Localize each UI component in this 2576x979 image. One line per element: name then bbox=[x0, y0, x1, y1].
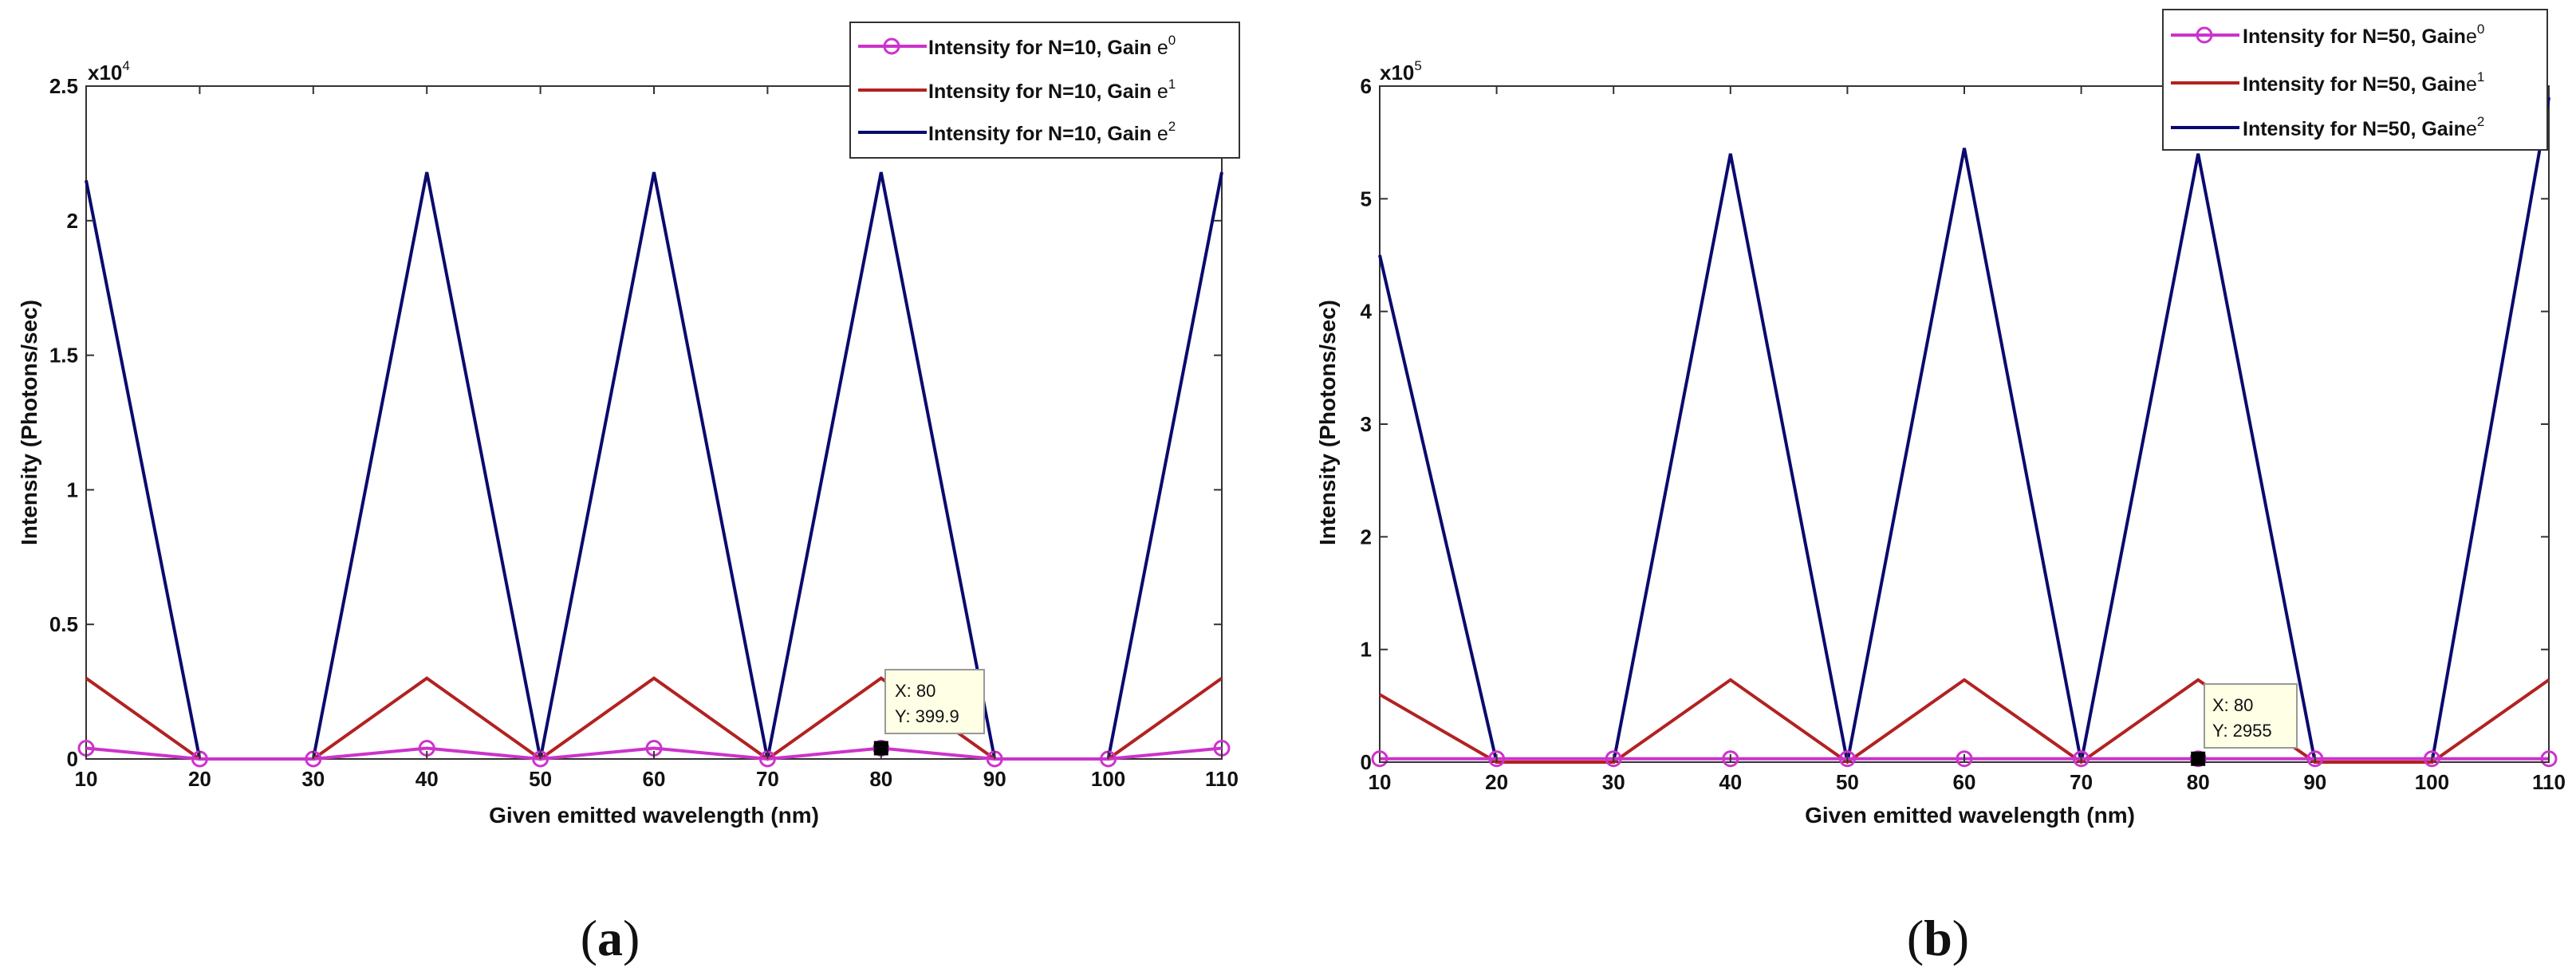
x-tick-label-a-7: 80 bbox=[869, 767, 892, 791]
series-point-b-0-6 bbox=[2073, 750, 2090, 768]
x-tick-label-b-0: 10 bbox=[1369, 770, 1392, 794]
y-tick-label-b-0: 0 bbox=[1361, 750, 1372, 774]
x-axis-label-a: Given emitted wavelength (nm) bbox=[489, 803, 819, 828]
x-tick-label-a-10: 110 bbox=[1205, 767, 1239, 791]
series-point-b-0-10 bbox=[2540, 750, 2558, 768]
legend-entry-a-1: Intensity for N=10, Gain e1 bbox=[858, 77, 1176, 103]
legend-entry-b-1: Intensity for N=50, Gaine1 bbox=[2171, 69, 2484, 96]
legend-marker-b-0 bbox=[2196, 26, 2213, 44]
y-tick-label-b-2: 2 bbox=[1361, 525, 1372, 548]
legend-entry-b-0: Intensity for N=50, Gaine0 bbox=[2171, 22, 2484, 48]
series-line-a-0 bbox=[85, 746, 1223, 761]
y-tick-label-b-3: 3 bbox=[1361, 412, 1372, 436]
series-point-b-0-2 bbox=[1605, 750, 1622, 768]
x-tick-label-b-4: 50 bbox=[1836, 770, 1859, 794]
legend-marker-a-0 bbox=[883, 37, 900, 55]
y-tick-label-a-5: 2.5 bbox=[49, 74, 78, 98]
datatip-marker-a bbox=[873, 741, 888, 756]
legend-label-a-2: Intensity for N=10, Gain e2 bbox=[928, 119, 1176, 145]
legend-entry-a-2: Intensity for N=10, Gain e2 bbox=[858, 119, 1176, 145]
legend-label-b-2: Intensity for N=50, Gaine2 bbox=[2243, 114, 2484, 140]
legend-label-a-1: Intensity for N=10, Gain e1 bbox=[928, 77, 1176, 103]
series-point-b-0-9 bbox=[2423, 750, 2440, 768]
datatip-x-a: X: 80 bbox=[895, 681, 935, 701]
x-tick-label-a-1: 20 bbox=[188, 767, 211, 791]
tick-group-b: 10 20 30 40 50 60 70 80 90 100 110 0 1 2 3 4 5 6 bbox=[1361, 74, 2566, 794]
y-tick-label-a-0: 0 bbox=[67, 747, 78, 771]
legend-label-b-0: Intensity for N=50, Gaine0 bbox=[2243, 22, 2484, 48]
x-tick-label-a-3: 40 bbox=[416, 767, 439, 791]
plot-area-a bbox=[85, 85, 1223, 760]
legend-label-a-0: Intensity for N=10, Gain e0 bbox=[928, 33, 1176, 59]
datatip-box-b bbox=[2204, 683, 2298, 749]
series-point-b-0-5 bbox=[1956, 750, 1973, 768]
datatip-a[interactable]: X: 80 Y: 399.9 bbox=[873, 669, 985, 756]
datatip-box-a bbox=[884, 669, 985, 734]
y-tick-label-b-5: 5 bbox=[1361, 187, 1372, 210]
y-multiplier-b: x105 bbox=[1380, 58, 1422, 85]
panel-label-a: (a) bbox=[581, 910, 640, 966]
y-tick-label-a-2: 1 bbox=[67, 478, 78, 501]
y-axis-label-b: Intensity (Photons/sec) bbox=[1315, 300, 1340, 545]
datatip-marker-b bbox=[2191, 751, 2206, 766]
legend-label-b-1: Intensity for N=50, Gaine1 bbox=[2243, 69, 2484, 96]
x-tick-label-a-9: 100 bbox=[1091, 767, 1125, 791]
y-tick-label-b-6: 6 bbox=[1361, 74, 1372, 98]
legend-b: Intensity for N=50, Gaine0 Intensity for… bbox=[2162, 9, 2548, 151]
series-point-b-0-8 bbox=[2306, 750, 2324, 768]
x-axis-label-b: Given emitted wavelength (nm) bbox=[1805, 803, 2135, 828]
y-tick-label-b-1: 1 bbox=[1361, 638, 1372, 662]
datatip-y-a: Y: 399.9 bbox=[895, 706, 959, 726]
legend-a: Intensity for N=10, Gain e0 Intensity fo… bbox=[849, 22, 1240, 159]
chart-panel-a: 10 20 30 40 50 60 70 80 90 100 110 0 0.5 1 1.5 2 2.5 x10… bbox=[17, 22, 1240, 966]
y-tick-label-a-1: 0.5 bbox=[49, 612, 78, 636]
y-tick-label-b-4: 4 bbox=[1361, 300, 1373, 324]
plot-area-b bbox=[1379, 85, 2550, 763]
tick-group-a: 10 20 30 40 50 60 70 80 90 100 110 0 0.5 1 1.5 2 2.5 bbox=[49, 74, 1239, 791]
x-tick-label-a-0: 10 bbox=[75, 767, 98, 791]
x-tick-label-a-2: 30 bbox=[301, 767, 325, 791]
x-tick-label-b-7: 80 bbox=[2187, 770, 2210, 794]
y-tick-label-a-3: 1.5 bbox=[49, 344, 78, 368]
x-tick-label-b-3: 40 bbox=[1719, 770, 1742, 794]
x-tick-label-b-6: 70 bbox=[2070, 770, 2093, 794]
panel-label-b: (b) bbox=[1907, 910, 1969, 966]
series-point-b-0-1 bbox=[1488, 750, 1506, 768]
x-tick-label-b-1: 20 bbox=[1485, 770, 1508, 794]
x-tick-label-b-9: 100 bbox=[2415, 770, 2449, 794]
series-line-b-1 bbox=[1378, 678, 2550, 765]
datatip-b[interactable]: X: 80 Y: 2955 bbox=[2191, 683, 2298, 766]
x-tick-label-a-8: 90 bbox=[983, 767, 1006, 791]
x-tick-label-b-5: 60 bbox=[1953, 770, 1976, 794]
series-point-b-0-0 bbox=[1371, 750, 1388, 768]
y-axis-label-a: Intensity (Photons/sec) bbox=[17, 300, 41, 545]
x-tick-label-b-10: 110 bbox=[2532, 770, 2566, 794]
legend-entry-b-2: Intensity for N=50, Gaine2 bbox=[2171, 114, 2484, 140]
x-tick-label-b-2: 30 bbox=[1602, 770, 1625, 794]
chart-panel-b: 10 20 30 40 50 60 70 80 90 100 110 0 1 2 3 4 5 6 x105 Giv… bbox=[1315, 9, 2566, 966]
y-multiplier-a: x104 bbox=[88, 58, 130, 85]
legend-entry-a-0: Intensity for N=10, Gain e0 bbox=[858, 33, 1176, 59]
series-point-b-0-4 bbox=[1838, 750, 1856, 768]
y-tick-label-a-4: 2 bbox=[67, 209, 78, 233]
x-tick-label-a-6: 70 bbox=[756, 767, 779, 791]
datatip-x-b: X: 80 bbox=[2212, 695, 2253, 715]
series-point-b-0-3 bbox=[1722, 750, 1739, 768]
datatip-y-b: Y: 2955 bbox=[2212, 721, 2272, 741]
x-tick-label-a-5: 60 bbox=[643, 767, 666, 791]
x-tick-label-a-4: 50 bbox=[529, 767, 552, 791]
x-tick-label-b-8: 90 bbox=[2303, 770, 2326, 794]
